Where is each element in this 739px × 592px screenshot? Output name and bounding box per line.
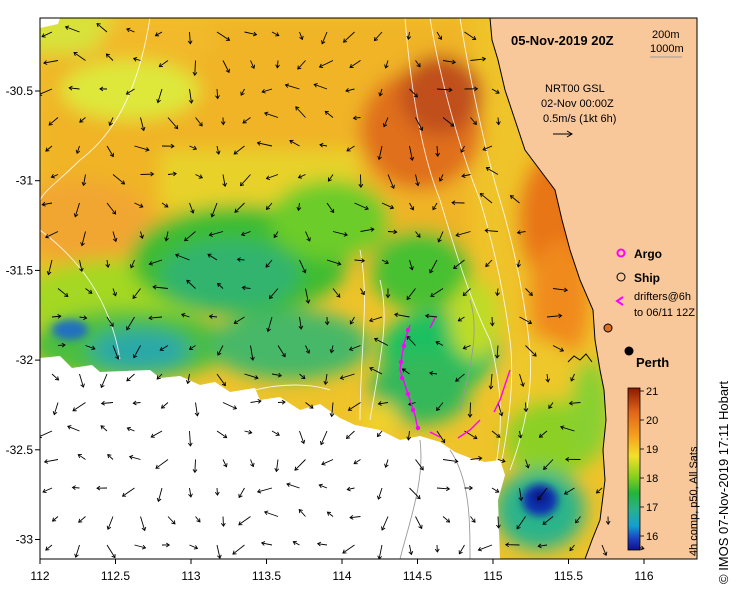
x-tick-label: 116 xyxy=(634,569,653,583)
argo-markers xyxy=(398,327,421,431)
legend-ship: Ship xyxy=(616,271,660,285)
x-axis: 112 112.5 113 113.5 114 114.5 115 115.5 116 xyxy=(30,559,654,583)
colorbar: 21 20 19 18 17 16 4h comp, p50, All Sats xyxy=(627,386,700,556)
y-tick-label: -32 xyxy=(16,353,34,367)
x-tick-label: 114.5 xyxy=(403,569,432,583)
colorbar-tick-label: 21 xyxy=(646,386,658,398)
river-estuary xyxy=(567,353,593,363)
x-tick-label: 113.5 xyxy=(252,569,281,583)
x-tick-label: 112.5 xyxy=(101,569,130,583)
colorbar-tick-label: 16 xyxy=(646,531,658,543)
colorbar-label: 4h comp, p50, All Sats xyxy=(688,446,700,556)
y-tick-label: -31 xyxy=(16,174,34,188)
ship-marker xyxy=(603,323,613,333)
current-scale-arrow xyxy=(553,130,573,138)
colorbar-ramp xyxy=(627,387,641,551)
y-tick-label: -32.5 xyxy=(6,443,34,457)
colorbar-tick-label: 17 xyxy=(646,502,658,514)
map-date-title: 05-Nov-2019 20Z xyxy=(511,33,614,48)
y-tick-label: -30.5 xyxy=(6,84,34,98)
y-axis: -30.5 -31 -31.5 -32 -32.5 -33 xyxy=(6,84,40,547)
current-vectors xyxy=(40,23,645,559)
legend-argo-label: Argo xyxy=(634,247,662,261)
legend-drifters-line1: drifters@6h xyxy=(634,291,691,303)
y-tick-label: -33 xyxy=(16,533,34,547)
land xyxy=(490,18,697,559)
x-tick-label: 115 xyxy=(483,569,502,583)
contour-label-200m: 200m xyxy=(652,29,680,41)
colorbar-tick-label: 19 xyxy=(646,444,658,456)
x-tick-label: 114 xyxy=(332,569,351,583)
colorbar-tick-label: 18 xyxy=(646,473,658,485)
current-scale-label: 0.5m/s (1kt 6h) xyxy=(543,113,616,125)
cloud-mask xyxy=(40,356,505,559)
current-time-label: 02-Nov 00:00Z xyxy=(541,98,614,110)
legend-ship-label: Ship xyxy=(634,271,660,285)
city-label: Perth xyxy=(636,355,669,370)
y-tick-label: -31.5 xyxy=(6,263,34,277)
colorbar-tick-label: 20 xyxy=(646,415,658,427)
legend-argo: Argo xyxy=(616,247,662,261)
map-frame xyxy=(39,17,698,560)
current-source-label: NRT00 GSL xyxy=(545,83,605,95)
cloud-mask-top xyxy=(40,18,60,28)
legend-drifters: drifters@6h to 06/11 12Z xyxy=(615,291,695,319)
legend-drifters-line2: to 06/11 12Z xyxy=(634,307,695,319)
credit-text: © IMOS 07-Nov-2019 17:11 Hobart xyxy=(716,381,731,584)
x-tick-label: 115.5 xyxy=(554,569,583,583)
x-tick-label: 112 xyxy=(30,569,49,583)
coastline xyxy=(489,18,607,559)
sst-map xyxy=(40,18,697,559)
contour-label-1000m: 1000m xyxy=(650,43,684,55)
x-tick-label: 113 xyxy=(181,569,200,583)
perth-marker xyxy=(624,346,634,356)
